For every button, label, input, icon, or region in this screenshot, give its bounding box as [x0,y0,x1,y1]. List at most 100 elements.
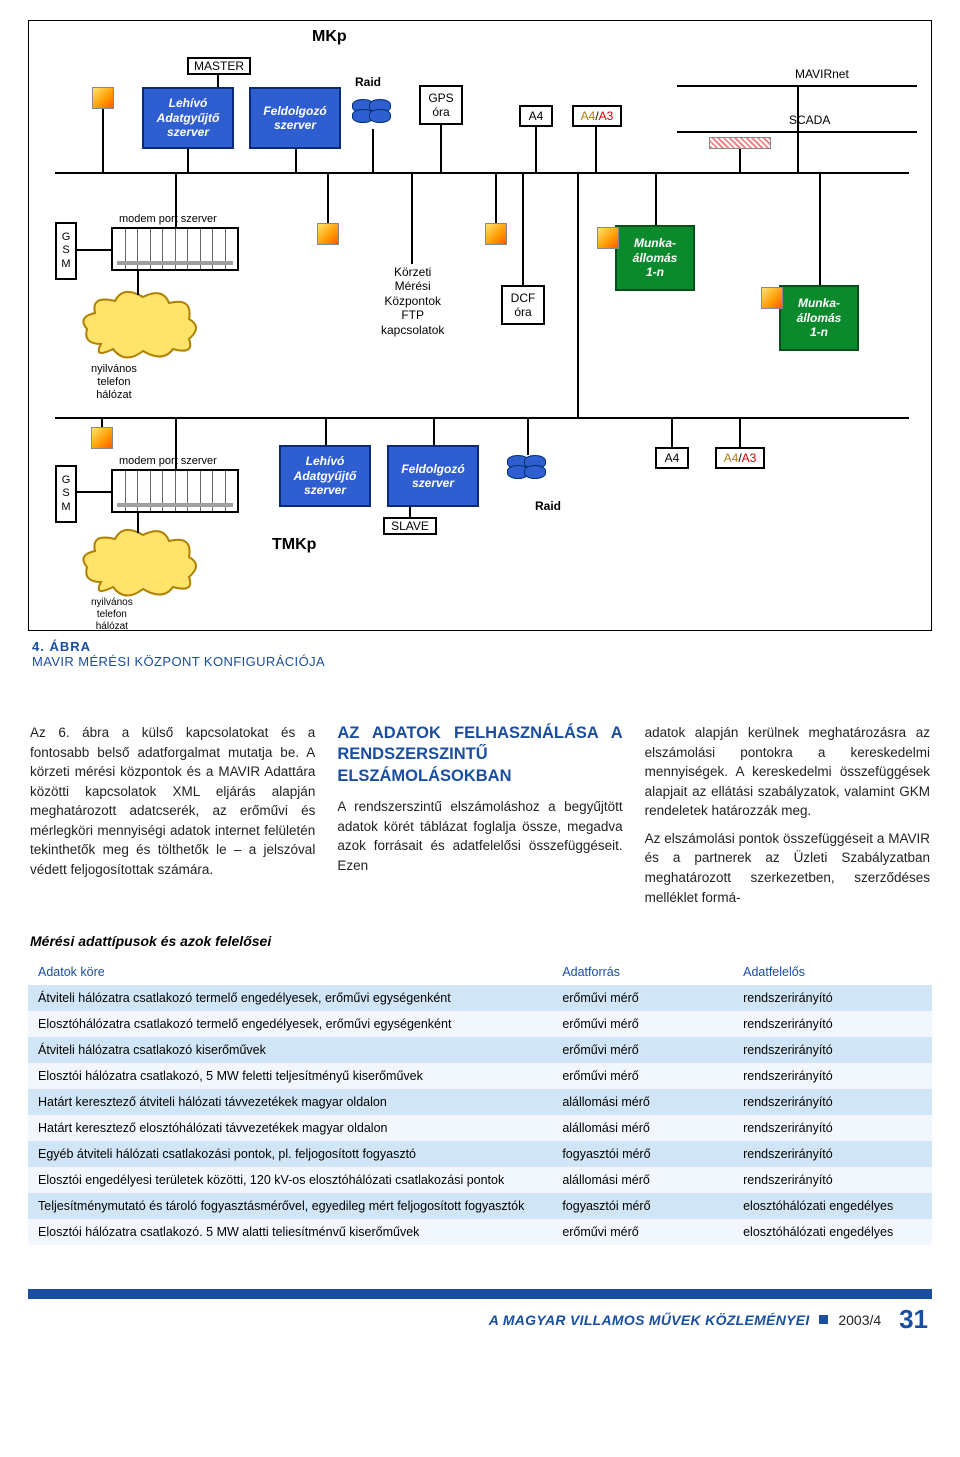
th-col1: Adatok köre [28,959,552,985]
col1-p1: Az 6. ábra a külső kapcsolatokat és a fo… [30,723,315,880]
table-cell: alállomási mérő [552,1115,733,1141]
table-row: Átviteli hálózatra csatlakozó kiserőműve… [28,1037,932,1063]
table-cell: Egyéb átviteli hálózati csatlakozási pon… [28,1141,552,1167]
table-cell: alállomási mérő [552,1167,733,1193]
th-col2: Adatforrás [552,959,733,985]
tmkp-title: TMKp [272,535,316,554]
table-cell: Elosztói engedélyesi területek közötti, … [28,1167,552,1193]
sq-icon [92,87,114,109]
body-columns: Az 6. ábra a külső kapcsolatokat és a fo… [30,723,930,907]
table-cell: Átviteli hálózatra csatlakozó termelő en… [28,985,552,1011]
dcf-box: DCF óra [501,285,545,325]
table-cell: elosztóhálózati engedélyes [733,1219,932,1245]
table-cell: elosztóhálózati engedélyes [733,1193,932,1219]
col3-p1: adatok alapján kerülnek meghatározásra a… [645,723,930,821]
feldolgozo-server-bot: Feldolgozó szerver [387,445,479,507]
sq-icon [91,427,113,449]
table-cell: fogyasztói mérő [552,1193,733,1219]
telefon-label-1: nyilvános telefon hálózat [91,363,137,403]
kmk-ftp-label: Körzeti Mérési Központok FTP kapcsolatok [381,265,444,337]
column-1: Az 6. ábra a külső kapcsolatokat és a fo… [30,723,315,907]
figure-diagram: MKp MASTER Lehívó Adatgyűjtő szerver Fel… [28,20,932,631]
table-cell: rendszerirányító [733,1063,932,1089]
caption-text: MAVIR MÉRÉSI KÖZPONT KONFIGURÁCIÓJA [32,654,932,669]
footer-bar [28,1289,932,1299]
scada-bus [677,131,917,133]
footer-issue: 2003/4 [838,1312,881,1328]
table-title: Mérési adattípusok és azok felelősei [30,933,932,949]
table-row: Elosztói hálózatra csatlakozó. 5 MW alat… [28,1219,932,1245]
table-cell: rendszerirányító [733,1011,932,1037]
column-2: AZ ADATOK FELHASZNÁLÁSA A RENDSZERSZINTŰ… [337,723,622,907]
figure-caption: 4. ÁBRA MAVIR MÉRÉSI KÖZPONT KONFIGURÁCI… [32,639,932,669]
gps-box: GPS óra [419,85,463,125]
raid-label: Raid [355,75,381,89]
table-row: Határt keresztező átviteli hálózati távv… [28,1089,932,1115]
master-label: MASTER [187,57,251,75]
table-header-row: Adatok köre Adatforrás Adatfelelős [28,959,932,985]
table-cell: rendszerirányító [733,1037,932,1063]
col2-p1: A rendszerszintű elszámoláshoz a begyűjt… [337,797,622,875]
table-cell: erőművi mérő [552,1219,733,1245]
table-cell: Elosztóhálózatra csatlakozó termelő enge… [28,1011,552,1037]
sq-icon [485,223,507,245]
slave-label: SLAVE [383,517,437,535]
sq-icon [317,223,339,245]
table-row: Elosztói engedélyesi területek közötti, … [28,1167,932,1193]
lehivo-server-top: Lehívó Adatgyűjtő szerver [142,87,234,149]
table-cell: Határt keresztező átviteli hálózati távv… [28,1089,552,1115]
table-cell: erőművi mérő [552,985,733,1011]
table-cell: rendszerirányító [733,985,932,1011]
cloud-2 [81,527,201,597]
a4a3-bot: A4/A3 [715,447,765,469]
table-cell: fogyasztói mérő [552,1141,733,1167]
table-cell: Határt keresztező elosztóhálózati távvez… [28,1115,552,1141]
modem-rack-1 [111,227,239,271]
table-cell: erőművi mérő [552,1063,733,1089]
sq-icon [761,287,783,309]
scada-node [709,137,771,149]
table-cell: erőművi mérő [552,1011,733,1037]
table-cell: alállomási mérő [552,1089,733,1115]
col3-p2: Az elszámolási pontok összefüggéseit a M… [645,829,930,907]
gsm-box-2: G S M [55,465,77,523]
table-row: Teljesítménymutató és tároló fogyasztásm… [28,1193,932,1219]
telefon-label-2: nyilvános telefon hálózat [91,597,133,633]
table-cell: rendszerirányító [733,1167,932,1193]
table-row: Elosztóhálózatra csatlakozó termelő enge… [28,1011,932,1037]
caption-number: 4. ÁBRA [32,639,932,654]
munka-box-1: Munka- állomás 1-n [615,225,695,291]
table-cell: rendszerirányító [733,1141,932,1167]
munka-box-2: Munka- állomás 1-n [779,285,859,351]
table-cell: rendszerirányító [733,1089,932,1115]
section-heading: AZ ADATOK FELHASZNÁLÁSA A RENDSZERSZINTŰ… [337,723,622,787]
modem-label-1: modem port szerver [119,213,217,226]
table-row: Egyéb átviteli hálózati csatlakozási pon… [28,1141,932,1167]
page-footer: A MAGYAR VILLAMOS MŰVEK KÖZLEMÉNYEI 2003… [28,1289,932,1335]
bus-bottom [55,417,909,419]
table-cell: Elosztói hálózatra csatlakozó. 5 MW alat… [28,1219,552,1245]
mavirnet-label: MAVIRnet [795,67,849,81]
lehivo-server-bot: Lehívó Adatgyűjtő szerver [279,445,371,507]
footer-title: A MAGYAR VILLAMOS MŰVEK KÖZLEMÉNYEI [489,1312,810,1328]
table-cell: Elosztói hálózatra csatlakozó, 5 MW fele… [28,1063,552,1089]
sq-icon [597,227,619,249]
a4a3-top: A4/A3 [572,105,622,127]
a4-top: A4 [519,105,553,127]
footer-page: 31 [899,1304,928,1334]
modem-rack-2 [111,469,239,513]
table-cell: Teljesítménymutató és tároló fogyasztásm… [28,1193,552,1219]
gsm-box-1: G S M [55,222,77,280]
modem-label-2: modem port szerver [119,455,217,468]
column-3: adatok alapján kerülnek meghatározásra a… [645,723,930,907]
feldolgozo-server-top: Feldolgozó szerver [249,87,341,149]
mkp-title: MKp [312,27,347,46]
table-row: Elosztói hálózatra csatlakozó, 5 MW fele… [28,1063,932,1089]
raid-label-2: Raid [535,499,561,513]
table-cell: erőművi mérő [552,1037,733,1063]
a4-bot: A4 [655,447,689,469]
table-cell: Átviteli hálózatra csatlakozó kiserőműve… [28,1037,552,1063]
table-row: Határt keresztező elosztóhálózati távvez… [28,1115,932,1141]
footer-square-icon [819,1315,828,1324]
table-cell: rendszerirányító [733,1115,932,1141]
